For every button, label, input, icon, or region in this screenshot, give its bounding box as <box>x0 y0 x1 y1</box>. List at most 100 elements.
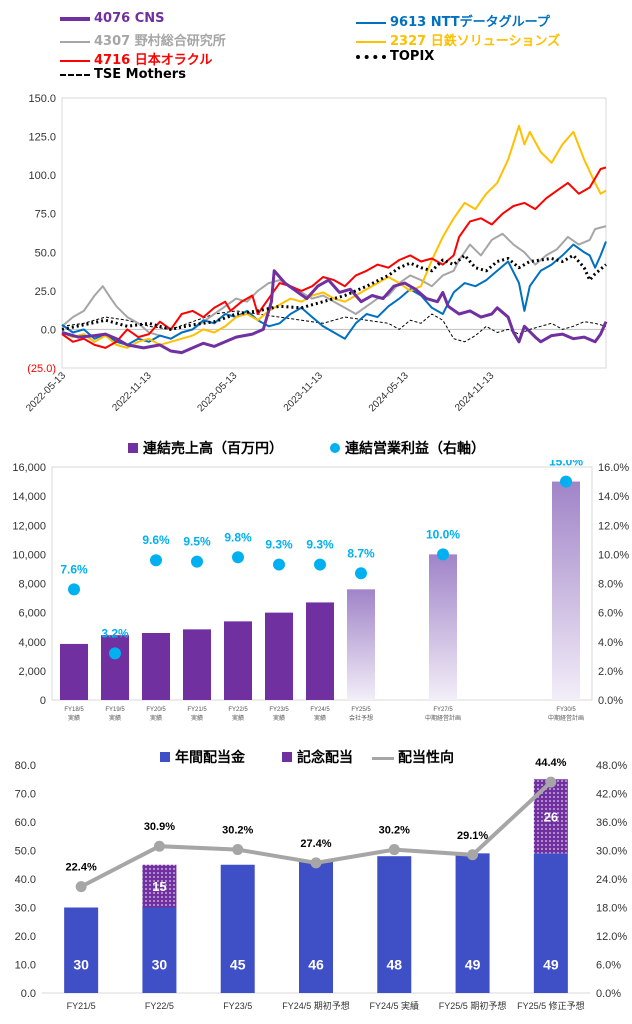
margin-label: 3.2% <box>101 626 129 640</box>
y-right-tick-label: 0.0% <box>596 988 621 1000</box>
y-left-tick-label: 60.0 <box>15 817 36 829</box>
margin-point <box>273 558 285 571</box>
margin-label: 15.0% <box>549 460 583 469</box>
sales-bar-chart: 16,000 14,000 12,000 10,000 8,000 6,000 4,000 2… <box>12 460 629 722</box>
margin-point <box>560 475 572 488</box>
legend-label: 4716 日本オラクル <box>94 53 213 68</box>
x-tick-label: FY25/5 修正予想 <box>517 1000 585 1011</box>
y-right-tick-label: 10.0% <box>598 549 629 561</box>
special-dividend-bar <box>142 864 177 908</box>
y-right-tick-label: 6.0% <box>596 960 621 972</box>
plot-area <box>61 97 607 369</box>
legend-special: 記念配当 <box>282 747 353 767</box>
stock-line-chart: 150.0125.0100.075.050.025.00.0(25.0)2022… <box>24 93 608 414</box>
margin-label: 9.5% <box>183 535 211 549</box>
regular-dividend-bar <box>64 907 99 993</box>
y-right-tick-label: 4.0% <box>598 637 623 649</box>
regular-dividend-bar <box>220 864 255 993</box>
series-line-2 <box>61 166 607 349</box>
legend-label: 4076 CNS <box>94 11 165 26</box>
legend-label: 9613 NTTデータグループ <box>390 15 550 30</box>
x-tick-label: FY23/5 <box>269 707 289 713</box>
y-left-tick-label: 6,000 <box>18 608 46 620</box>
y-right-tick-label: 30.0% <box>596 846 627 858</box>
sales-bar <box>183 629 211 700</box>
y-left-tick-label: 8,000 <box>18 579 46 591</box>
x-tick-sublabel: 実績 <box>150 714 162 722</box>
payout-point <box>467 849 479 861</box>
y-tick-label: 0.0 <box>41 324 56 336</box>
x-tick-label: FY18/5 <box>64 707 84 713</box>
legend-regular-label: 年間配当金 <box>175 750 245 766</box>
margin-label: 9.3% <box>306 538 334 552</box>
regular-dividend-label: 49 <box>465 957 481 973</box>
legend-label: 2327 日鉄ソリューションズ <box>390 34 561 49</box>
margin-point <box>191 555 203 568</box>
dotted-square-icon <box>282 752 292 762</box>
payout-label: 30.2% <box>222 825 253 837</box>
y-right-tick-label: 12.0% <box>598 520 629 532</box>
legend-line-icon <box>60 59 90 62</box>
legend-item-topix: TOPIX <box>356 49 434 64</box>
margin-label: 8.7% <box>347 546 375 560</box>
legend-profit: 連結営業利益（右軸） <box>330 438 485 458</box>
legend-item-cns: 4076 CNS <box>60 11 165 26</box>
legend-item-oracle: 4716 日本オラクル <box>60 49 212 68</box>
x-tick-label: 2023-05-13 <box>196 370 240 414</box>
x-tick-label: FY21/5 <box>187 707 207 713</box>
legend-line-icon <box>60 40 90 43</box>
y-right-tick-label: 2.0% <box>598 666 623 678</box>
sales-bar <box>142 633 170 700</box>
special-dividend-label: 26 <box>544 809 558 824</box>
y-left-tick-label: 40.0 <box>15 874 36 886</box>
regular-dividend-bar <box>299 861 333 993</box>
margin-label: 9.3% <box>265 538 293 552</box>
x-tick-sublabel: 実績 <box>191 714 203 722</box>
x-tick-sublabel: 実績 <box>68 714 80 722</box>
regular-dividend-label: 30 <box>73 957 89 973</box>
legend-item-nttdata: 9613 NTTデータグループ <box>356 11 550 30</box>
y-tick-label: 50.0 <box>35 247 56 259</box>
sales-chart-panel: 連結売上高（百万円） 連結営業利益（右軸） 16,000 14,000 12,000… <box>0 430 632 735</box>
y-left-tick-label: 2,000 <box>18 666 46 678</box>
x-tick-label: 2024-11-13 <box>453 370 497 414</box>
legend-profit-label: 連結営業利益（右軸） <box>345 441 485 457</box>
sales-bar <box>429 554 457 700</box>
y-right-tick-label: 12.0% <box>596 931 627 943</box>
legend-label: TOPIX <box>390 49 435 64</box>
stock-chart-panel: 4076 CNS 4307 野村総合研究所 4716 日本オラクル TSE Mo… <box>0 0 632 430</box>
y-left-tick-label: 10.0 <box>15 960 36 972</box>
payout-label: 30.2% <box>379 825 410 837</box>
y-left-tick-label: 80.0 <box>15 760 36 772</box>
regular-dividend-label: 46 <box>308 957 324 973</box>
payout-label: 29.1% <box>457 830 488 842</box>
y-left-tick-label: 70.0 <box>15 789 36 801</box>
sales-bar <box>224 621 252 700</box>
margin-point <box>232 551 244 564</box>
series-line-3 <box>61 241 607 346</box>
x-tick-label: FY21/5 <box>67 1001 96 1011</box>
sales-bar <box>60 643 88 700</box>
y-right-tick-label: 42.0% <box>596 789 627 801</box>
series-line-4 <box>61 124 607 349</box>
series-line-5 <box>61 253 607 331</box>
payout-point <box>153 840 165 852</box>
y-right-tick-label: 18.0% <box>596 903 627 915</box>
x-tick-label: 2022-11-13 <box>110 370 154 414</box>
y-right-tick-label: 8.0% <box>598 579 623 591</box>
x-tick-sublabel: 実績 <box>232 714 244 722</box>
payout-label: 44.4% <box>535 757 566 769</box>
legend-line-icon <box>60 73 90 76</box>
x-tick-label: FY25/5 <box>351 707 371 713</box>
regular-dividend-bar <box>377 856 412 993</box>
y-right-tick-label: 24.0% <box>596 874 627 886</box>
legend-item-nri: 4307 野村総合研究所 <box>60 30 226 49</box>
y-right-tick-label: 36.0% <box>596 817 627 829</box>
y-left-tick-label: 30.0 <box>15 903 36 915</box>
y-left-tick-label: 0 <box>40 695 46 707</box>
sales-bar <box>347 589 375 700</box>
x-tick-sublabel: 実績 <box>314 714 326 722</box>
legend-item-nssol: 2327 日鉄ソリューションズ <box>356 30 560 49</box>
regular-dividend-label: 45 <box>230 957 246 973</box>
x-tick-label: FY22/5 <box>145 1001 174 1011</box>
